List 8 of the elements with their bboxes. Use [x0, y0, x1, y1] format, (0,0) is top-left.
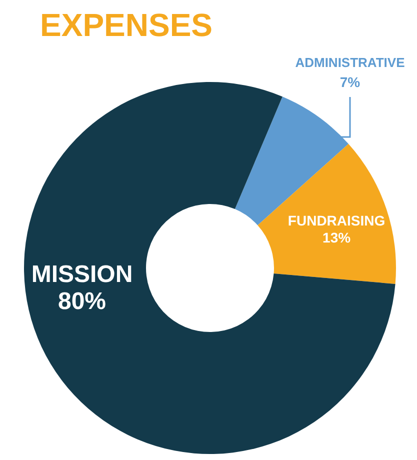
slice-label: FUNDRAISING: [288, 212, 386, 228]
data-label: 80%: [58, 288, 106, 315]
donut-slice: [258, 144, 396, 284]
chart-title: EXPENSES: [40, 7, 213, 43]
slice-label: MISSION: [31, 261, 133, 288]
data-label: 7%: [340, 74, 361, 90]
slice-label: ADMINISTRATIVE: [295, 54, 406, 70]
data-label: 13%: [322, 229, 352, 246]
